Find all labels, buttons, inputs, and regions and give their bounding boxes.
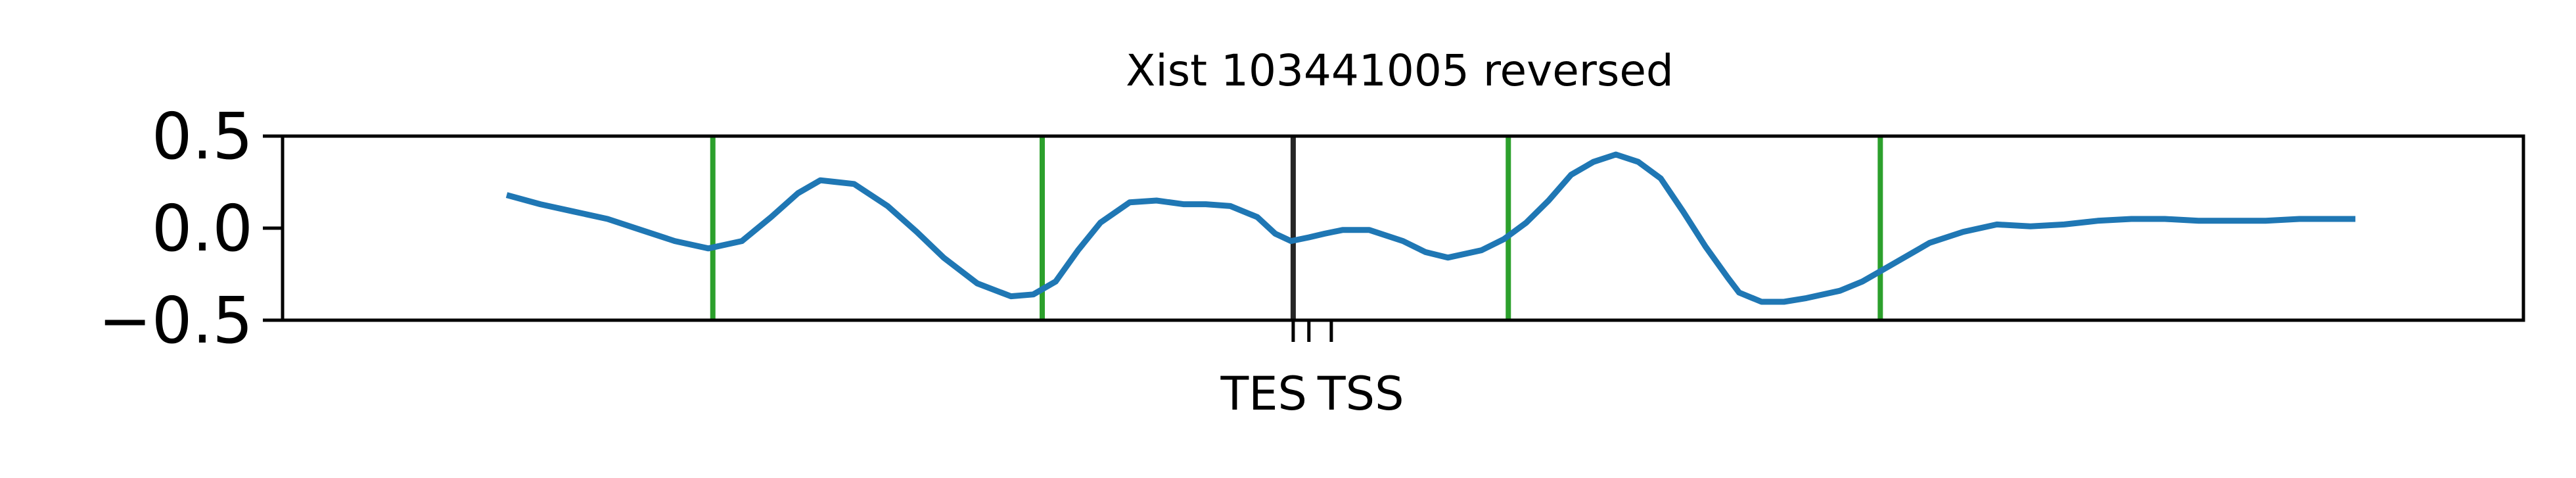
y-axis: 0.5 0.0 −0.5 (98, 99, 283, 358)
x-axis: TES TSS (1220, 320, 1404, 421)
x-tick-label-tss: TSS (1317, 367, 1404, 421)
chart-title: Xist 103441005 reversed (1126, 45, 1674, 96)
y-tick-label-2: 0.0 (152, 191, 253, 266)
series-line-1 (505, 151, 2356, 305)
vertical-marker-lines (710, 136, 1883, 320)
plot-frame (281, 134, 2525, 322)
y-tick-label-1: 0.5 (152, 99, 253, 174)
series-layer (505, 151, 2356, 305)
x-tick-label-tes: TES (1220, 367, 1306, 421)
y-tick-label-3: −0.5 (98, 283, 253, 358)
